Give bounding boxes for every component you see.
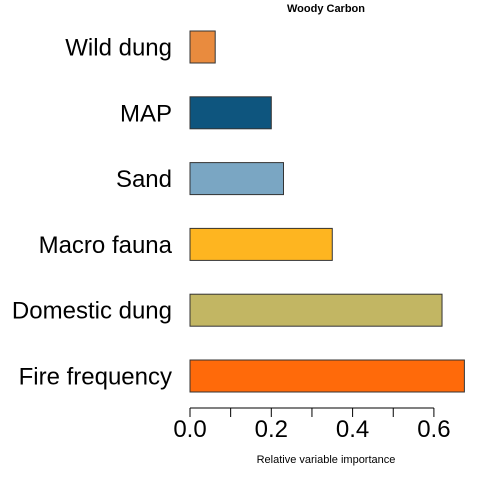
bar-wild-dung bbox=[189, 30, 216, 64]
bar-macro-fauna bbox=[189, 227, 333, 261]
x-axis: 0.0 0.2 0.4 0.6 bbox=[173, 407, 451, 443]
category-label-map: MAP bbox=[120, 100, 172, 127]
x-tick-label: 0.4 bbox=[336, 416, 369, 443]
x-axis-tick-labels: 0.0 0.2 0.4 0.6 bbox=[173, 416, 450, 443]
category-label-macro-fauna: Macro fauna bbox=[39, 232, 173, 259]
category-labels: Fire frequency Domestic dung Macro fauna Sa… bbox=[12, 35, 173, 391]
category-label-domestic-dung: Domestic dung bbox=[12, 298, 172, 325]
category-label-sand: Sand bbox=[116, 166, 172, 193]
bar-map bbox=[189, 96, 272, 130]
x-tick-label: 0.0 bbox=[173, 416, 206, 443]
category-label-wild-dung: Wild dung bbox=[65, 35, 172, 62]
bars-group bbox=[189, 30, 465, 393]
bar-fire-frequency bbox=[189, 359, 465, 393]
x-tick-label: 0.2 bbox=[255, 416, 288, 443]
category-label-fire-frequency: Fire frequency bbox=[19, 364, 172, 391]
x-axis-ticks bbox=[189, 408, 435, 417]
x-tick-label: 0.6 bbox=[417, 416, 450, 443]
x-axis-title: Relative variable importance bbox=[257, 454, 396, 466]
bar-sand bbox=[189, 162, 284, 196]
chart-title: Woody Carbon bbox=[287, 3, 365, 15]
bar-domestic-dung bbox=[189, 293, 443, 327]
